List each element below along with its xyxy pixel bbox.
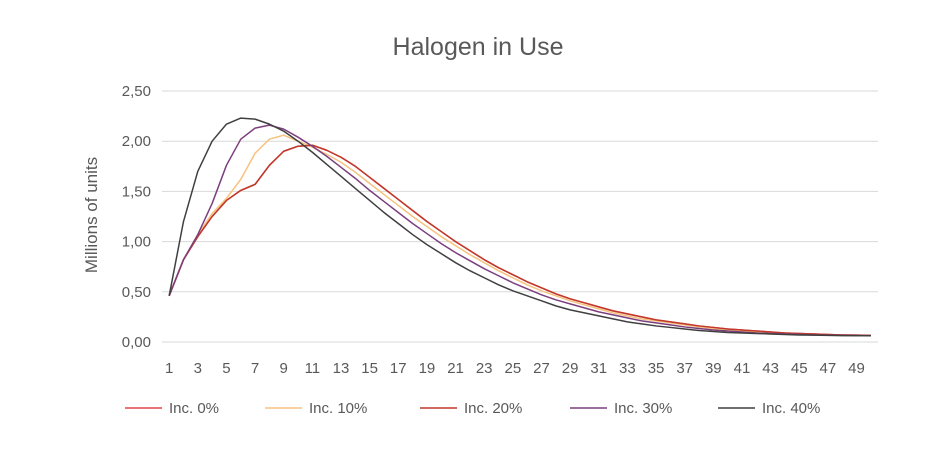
y-tick-label: 0,50	[122, 284, 151, 301]
gridlines	[162, 90, 878, 343]
y-tick-label: 1,00	[122, 234, 151, 251]
x-axis-ticks: 1 3 5 7 9 11 13 15 17 19 21 23 25 27 29 31 33 35 37 39 41 43 4…	[165, 360, 865, 377]
y-tick-label: 1,50	[122, 183, 151, 200]
x-tick-label: 23	[476, 360, 493, 377]
x-tick-label: 11	[305, 360, 321, 377]
series-line-5	[168, 117, 871, 337]
x-tick-label: 37	[676, 360, 693, 377]
x-tick-label: 1	[165, 360, 173, 377]
legend-label: Inc. 10%	[309, 400, 367, 417]
x-tick-label: 41	[734, 360, 751, 377]
series-line-4	[168, 124, 871, 337]
y-tick-label: 0,00	[122, 334, 151, 351]
series-line-1	[168, 144, 871, 337]
y-tick-label: 2,00	[122, 133, 151, 150]
x-tick-label: 49	[848, 360, 865, 377]
legend-label: Inc. 40%	[762, 400, 820, 417]
x-tick-label: 47	[820, 360, 837, 377]
x-tick-label: 31	[590, 360, 607, 377]
legend-label: Inc. 0%	[169, 400, 219, 417]
x-tick-label: 13	[333, 360, 350, 377]
x-tick-label: 33	[619, 360, 636, 377]
chart-title: Halogen in Use	[393, 33, 564, 61]
x-tick-label: 39	[705, 360, 722, 377]
x-tick-label: 25	[504, 360, 521, 377]
series-lines	[168, 117, 871, 337]
x-tick-label: 45	[791, 360, 808, 377]
legend-label: Inc. 20%	[464, 400, 522, 417]
x-tick-label: 27	[533, 360, 550, 377]
x-tick-label: 19	[419, 360, 436, 377]
x-tick-label: 29	[562, 360, 579, 377]
y-axis-ticks: 0,00 0,50 1,00 1,50 2,00 2,50	[122, 83, 151, 351]
x-tick-label: 9	[280, 360, 288, 377]
x-tick-label: 35	[648, 360, 665, 377]
x-tick-label: 21	[447, 360, 464, 377]
series-line-2	[168, 134, 871, 337]
x-tick-label: 43	[762, 360, 779, 377]
y-tick-label: 2,50	[122, 83, 151, 100]
y-axis-title: Millions of units	[82, 157, 101, 273]
x-tick-label: 3	[194, 360, 202, 377]
legend: Inc. 0% Inc. 10% Inc. 20% Inc. 30% Inc. 40%	[125, 400, 820, 417]
x-tick-label: 5	[222, 360, 230, 377]
series-line-3	[168, 144, 871, 337]
x-tick-label: 7	[251, 360, 259, 377]
x-tick-label: 15	[361, 360, 378, 377]
legend-label: Inc. 30%	[614, 400, 672, 417]
x-tick-label: 17	[390, 360, 407, 377]
